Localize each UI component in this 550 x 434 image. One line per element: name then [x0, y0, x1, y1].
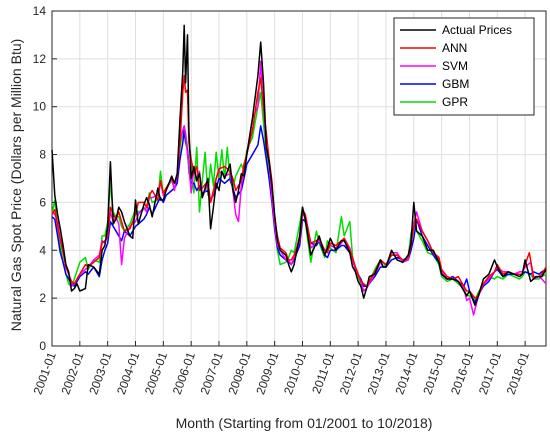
y-tick-label: 2 [39, 291, 46, 305]
y-tick-label: 6 [39, 195, 46, 209]
legend: Actual Prices ANN SVM GBM GPR [393, 17, 535, 116]
legend-label: GBM [442, 77, 469, 91]
legend-label: Actual Prices [442, 23, 512, 37]
y-axis-label: Natural Gas Spot Price (Dollars per Mill… [8, 39, 24, 332]
y-tick-label: 12 [33, 52, 47, 66]
y-axis-ticks: 0 2 4 6 8 10 12 14 [33, 4, 57, 353]
series-lines [51, 24, 547, 316]
legend-label: SVM [442, 59, 468, 73]
y-tick-label: 10 [33, 100, 47, 114]
y-tick-label: 8 [39, 148, 46, 162]
y-tick-label: 14 [33, 4, 47, 18]
x-axis-label: Month (Starting from 01/2001 to 10/2018) [176, 415, 433, 431]
legend-label: ANN [442, 41, 467, 55]
plot-frame [51, 10, 547, 347]
y-tick-label: 4 [39, 243, 46, 257]
plot-border [51, 10, 547, 347]
legend-label: GPR [442, 95, 468, 109]
series-line-actual-prices [51, 24, 547, 307]
y-tick-label: 0 [39, 339, 46, 353]
